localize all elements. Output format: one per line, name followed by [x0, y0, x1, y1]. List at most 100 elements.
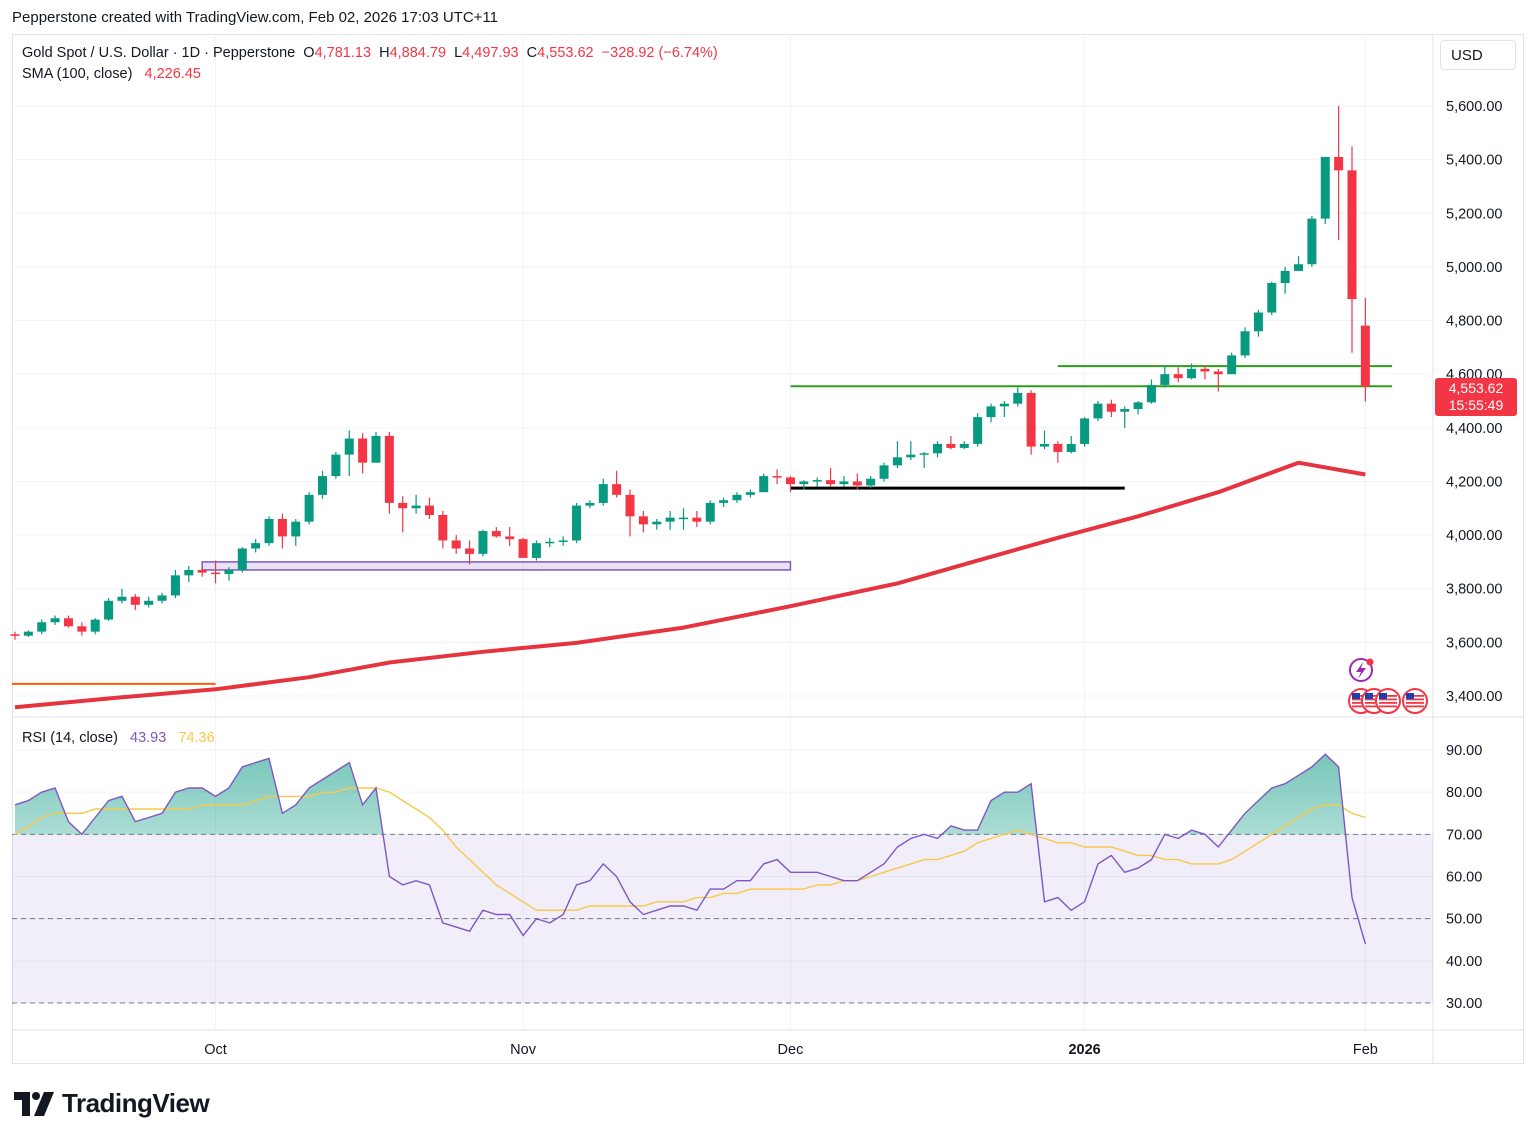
candle[interactable] [839, 476, 849, 487]
candle[interactable] [598, 478, 608, 506]
candle[interactable] [732, 492, 742, 503]
candle[interactable] [157, 592, 167, 604]
lightning-event-icon[interactable] [1349, 658, 1374, 682]
candle[interactable] [572, 502, 582, 544]
candle[interactable] [1227, 352, 1237, 375]
candle[interactable] [1200, 366, 1210, 380]
candle[interactable] [558, 536, 568, 546]
candle[interactable] [1213, 368, 1223, 392]
candle[interactable] [37, 619, 47, 635]
candle[interactable] [999, 401, 1009, 418]
candle[interactable] [1307, 215, 1317, 267]
candle[interactable] [719, 497, 729, 507]
candle[interactable] [772, 469, 782, 485]
candle[interactable] [799, 480, 809, 490]
rsi-ma-line[interactable] [14, 787, 1366, 911]
candle[interactable] [933, 441, 943, 458]
candle[interactable] [679, 508, 688, 530]
candle[interactable] [585, 500, 595, 509]
candle[interactable] [919, 451, 929, 469]
candle[interactable] [130, 594, 140, 611]
candle[interactable] [451, 535, 461, 554]
us-flag-icon[interactable] [1402, 688, 1428, 714]
candle[interactable] [625, 489, 635, 537]
candle[interactable] [318, 470, 328, 499]
candle[interactable] [518, 537, 528, 558]
candle[interactable] [1066, 435, 1076, 454]
candle[interactable] [692, 510, 702, 528]
candle[interactable] [1253, 309, 1263, 337]
candle[interactable] [237, 547, 247, 573]
currency-button[interactable]: USD [1440, 40, 1516, 70]
candle[interactable] [1053, 441, 1063, 463]
candle[interactable] [1360, 297, 1370, 402]
candle[interactable] [705, 500, 715, 525]
candle[interactable] [197, 567, 207, 577]
candle[interactable] [291, 519, 301, 546]
candle[interactable] [1267, 281, 1277, 316]
candle[interactable] [344, 430, 354, 477]
us-flag-icon[interactable] [1375, 688, 1401, 714]
candle[interactable] [1320, 156, 1330, 224]
candle[interactable] [117, 588, 127, 604]
candle[interactable] [23, 630, 33, 637]
candle[interactable] [1187, 363, 1197, 380]
candle[interactable] [170, 569, 180, 599]
candle[interactable] [63, 615, 73, 628]
candle[interactable] [826, 468, 836, 487]
candle[interactable] [1173, 367, 1183, 383]
candle[interactable] [411, 494, 421, 514]
candle[interactable] [251, 539, 261, 553]
candle[interactable] [946, 435, 956, 450]
candle[interactable] [1334, 106, 1344, 241]
candle[interactable] [745, 489, 755, 498]
candle[interactable] [785, 476, 795, 493]
candle[interactable] [304, 492, 314, 525]
candle[interactable] [1133, 401, 1143, 415]
candle[interactable] [465, 540, 475, 565]
candle[interactable] [638, 510, 648, 533]
candle[interactable] [505, 527, 515, 546]
candle[interactable] [264, 516, 274, 546]
candle[interactable] [478, 529, 488, 557]
candle[interactable] [759, 473, 769, 493]
candle[interactable] [491, 527, 501, 538]
candle[interactable] [545, 537, 555, 548]
candle[interactable] [1280, 266, 1290, 294]
candle[interactable] [104, 598, 114, 621]
candle[interactable] [358, 433, 368, 474]
candle[interactable] [1080, 417, 1090, 447]
candle[interactable] [866, 476, 876, 489]
candle[interactable] [144, 596, 154, 608]
candle[interactable] [652, 519, 662, 530]
candle[interactable] [184, 565, 194, 583]
candle[interactable] [384, 431, 394, 514]
candle[interactable] [1039, 430, 1049, 450]
candle[interactable] [852, 473, 862, 490]
candle[interactable] [1106, 399, 1116, 418]
candle[interactable] [665, 510, 675, 530]
candle[interactable] [1240, 327, 1250, 359]
candle[interactable] [1093, 401, 1103, 422]
rsi-line[interactable] [14, 753, 1367, 945]
candle[interactable] [10, 631, 20, 640]
candle[interactable] [438, 510, 448, 549]
candle[interactable] [959, 441, 969, 450]
candle[interactable] [892, 441, 902, 469]
candle[interactable] [1026, 390, 1036, 455]
candle[interactable] [531, 540, 541, 561]
candle[interactable] [1347, 146, 1357, 353]
candle[interactable] [1160, 366, 1170, 388]
candle[interactable] [1120, 406, 1130, 428]
candle[interactable] [371, 431, 381, 463]
candle[interactable] [812, 477, 822, 487]
candle[interactable] [90, 618, 100, 635]
candle[interactable] [1013, 387, 1023, 407]
candle[interactable] [50, 615, 60, 625]
candle[interactable] [277, 513, 287, 549]
candle[interactable] [1146, 379, 1156, 404]
candle[interactable] [612, 470, 622, 498]
candle[interactable] [1294, 256, 1304, 271]
candle[interactable] [986, 403, 996, 423]
